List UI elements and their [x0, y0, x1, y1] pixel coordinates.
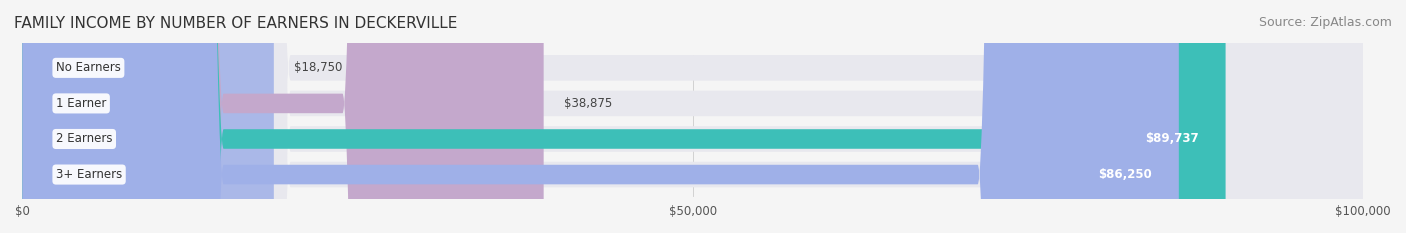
Text: No Earners: No Earners — [56, 61, 121, 74]
Text: $89,737: $89,737 — [1144, 133, 1199, 145]
FancyBboxPatch shape — [22, 0, 1364, 233]
Text: 1 Earner: 1 Earner — [56, 97, 107, 110]
Text: 2 Earners: 2 Earners — [56, 133, 112, 145]
Text: $18,750: $18,750 — [294, 61, 342, 74]
FancyBboxPatch shape — [22, 0, 1364, 233]
Text: $38,875: $38,875 — [564, 97, 612, 110]
Text: FAMILY INCOME BY NUMBER OF EARNERS IN DECKERVILLE: FAMILY INCOME BY NUMBER OF EARNERS IN DE… — [14, 16, 457, 31]
FancyBboxPatch shape — [22, 0, 1178, 233]
FancyBboxPatch shape — [22, 0, 544, 233]
Text: $86,250: $86,250 — [1098, 168, 1152, 181]
FancyBboxPatch shape — [22, 0, 1364, 233]
Text: 3+ Earners: 3+ Earners — [56, 168, 122, 181]
FancyBboxPatch shape — [22, 0, 1364, 233]
FancyBboxPatch shape — [22, 0, 274, 233]
FancyBboxPatch shape — [22, 0, 1226, 233]
Text: Source: ZipAtlas.com: Source: ZipAtlas.com — [1258, 16, 1392, 29]
